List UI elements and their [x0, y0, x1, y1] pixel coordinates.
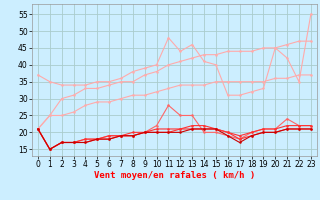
X-axis label: Vent moyen/en rafales ( km/h ): Vent moyen/en rafales ( km/h ) — [94, 171, 255, 180]
